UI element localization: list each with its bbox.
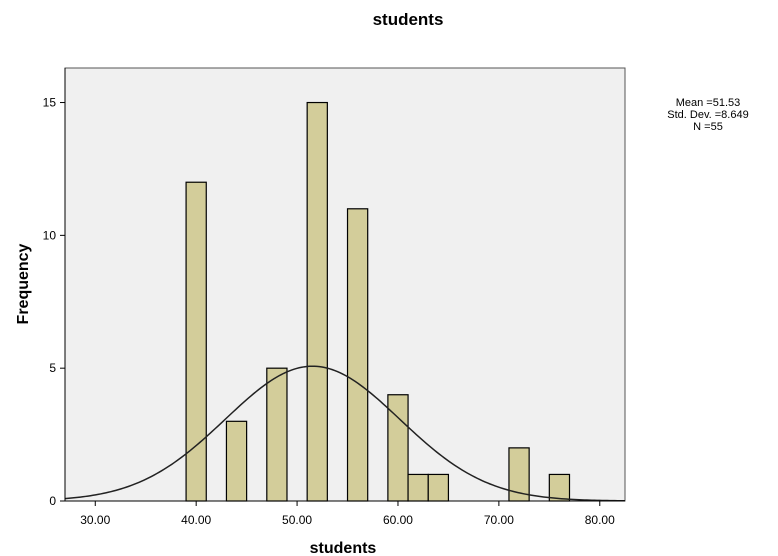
stat-n: N =55	[693, 121, 723, 133]
plot-area	[64, 67, 626, 502]
histogram-bar	[407, 473, 429, 502]
stats-box: Mean =51.53 Std. Dev. =8.649 N =55	[667, 97, 748, 133]
histogram-bar	[306, 101, 328, 502]
y-tick-label: 5	[49, 361, 56, 375]
normal-curve	[64, 365, 626, 502]
x-axis-label: students	[310, 540, 377, 556]
y-axis-ticks: 0 5 10 15	[43, 96, 65, 508]
y-tick-label: 10	[43, 228, 57, 242]
chart-title: students	[373, 10, 444, 29]
histogram-bar	[225, 420, 248, 502]
histogram-bar	[185, 181, 207, 502]
x-tick-label: 50.00	[282, 513, 312, 527]
x-tick-label: 40.00	[181, 513, 211, 527]
histogram-bar	[548, 473, 571, 502]
stat-std-dev: Std. Dev. =8.649	[667, 109, 748, 121]
stat-mean: Mean =51.53	[676, 97, 741, 109]
y-tick-label: 15	[43, 96, 57, 110]
x-tick-label: 60.00	[383, 513, 413, 527]
x-axis-ticks: 30.00 40.00 50.00 60.00 70.00 80.00	[80, 501, 615, 527]
x-tick-label: 30.00	[80, 513, 110, 527]
y-tick-label: 0	[49, 494, 56, 508]
x-tick-label: 70.00	[484, 513, 514, 527]
histogram-bar	[266, 367, 288, 502]
histogram-bar	[346, 208, 369, 502]
histogram-bar	[427, 473, 450, 502]
y-axis-label: Frequency	[15, 243, 32, 324]
x-tick-label: 80.00	[585, 513, 615, 527]
bars-group	[185, 101, 571, 502]
